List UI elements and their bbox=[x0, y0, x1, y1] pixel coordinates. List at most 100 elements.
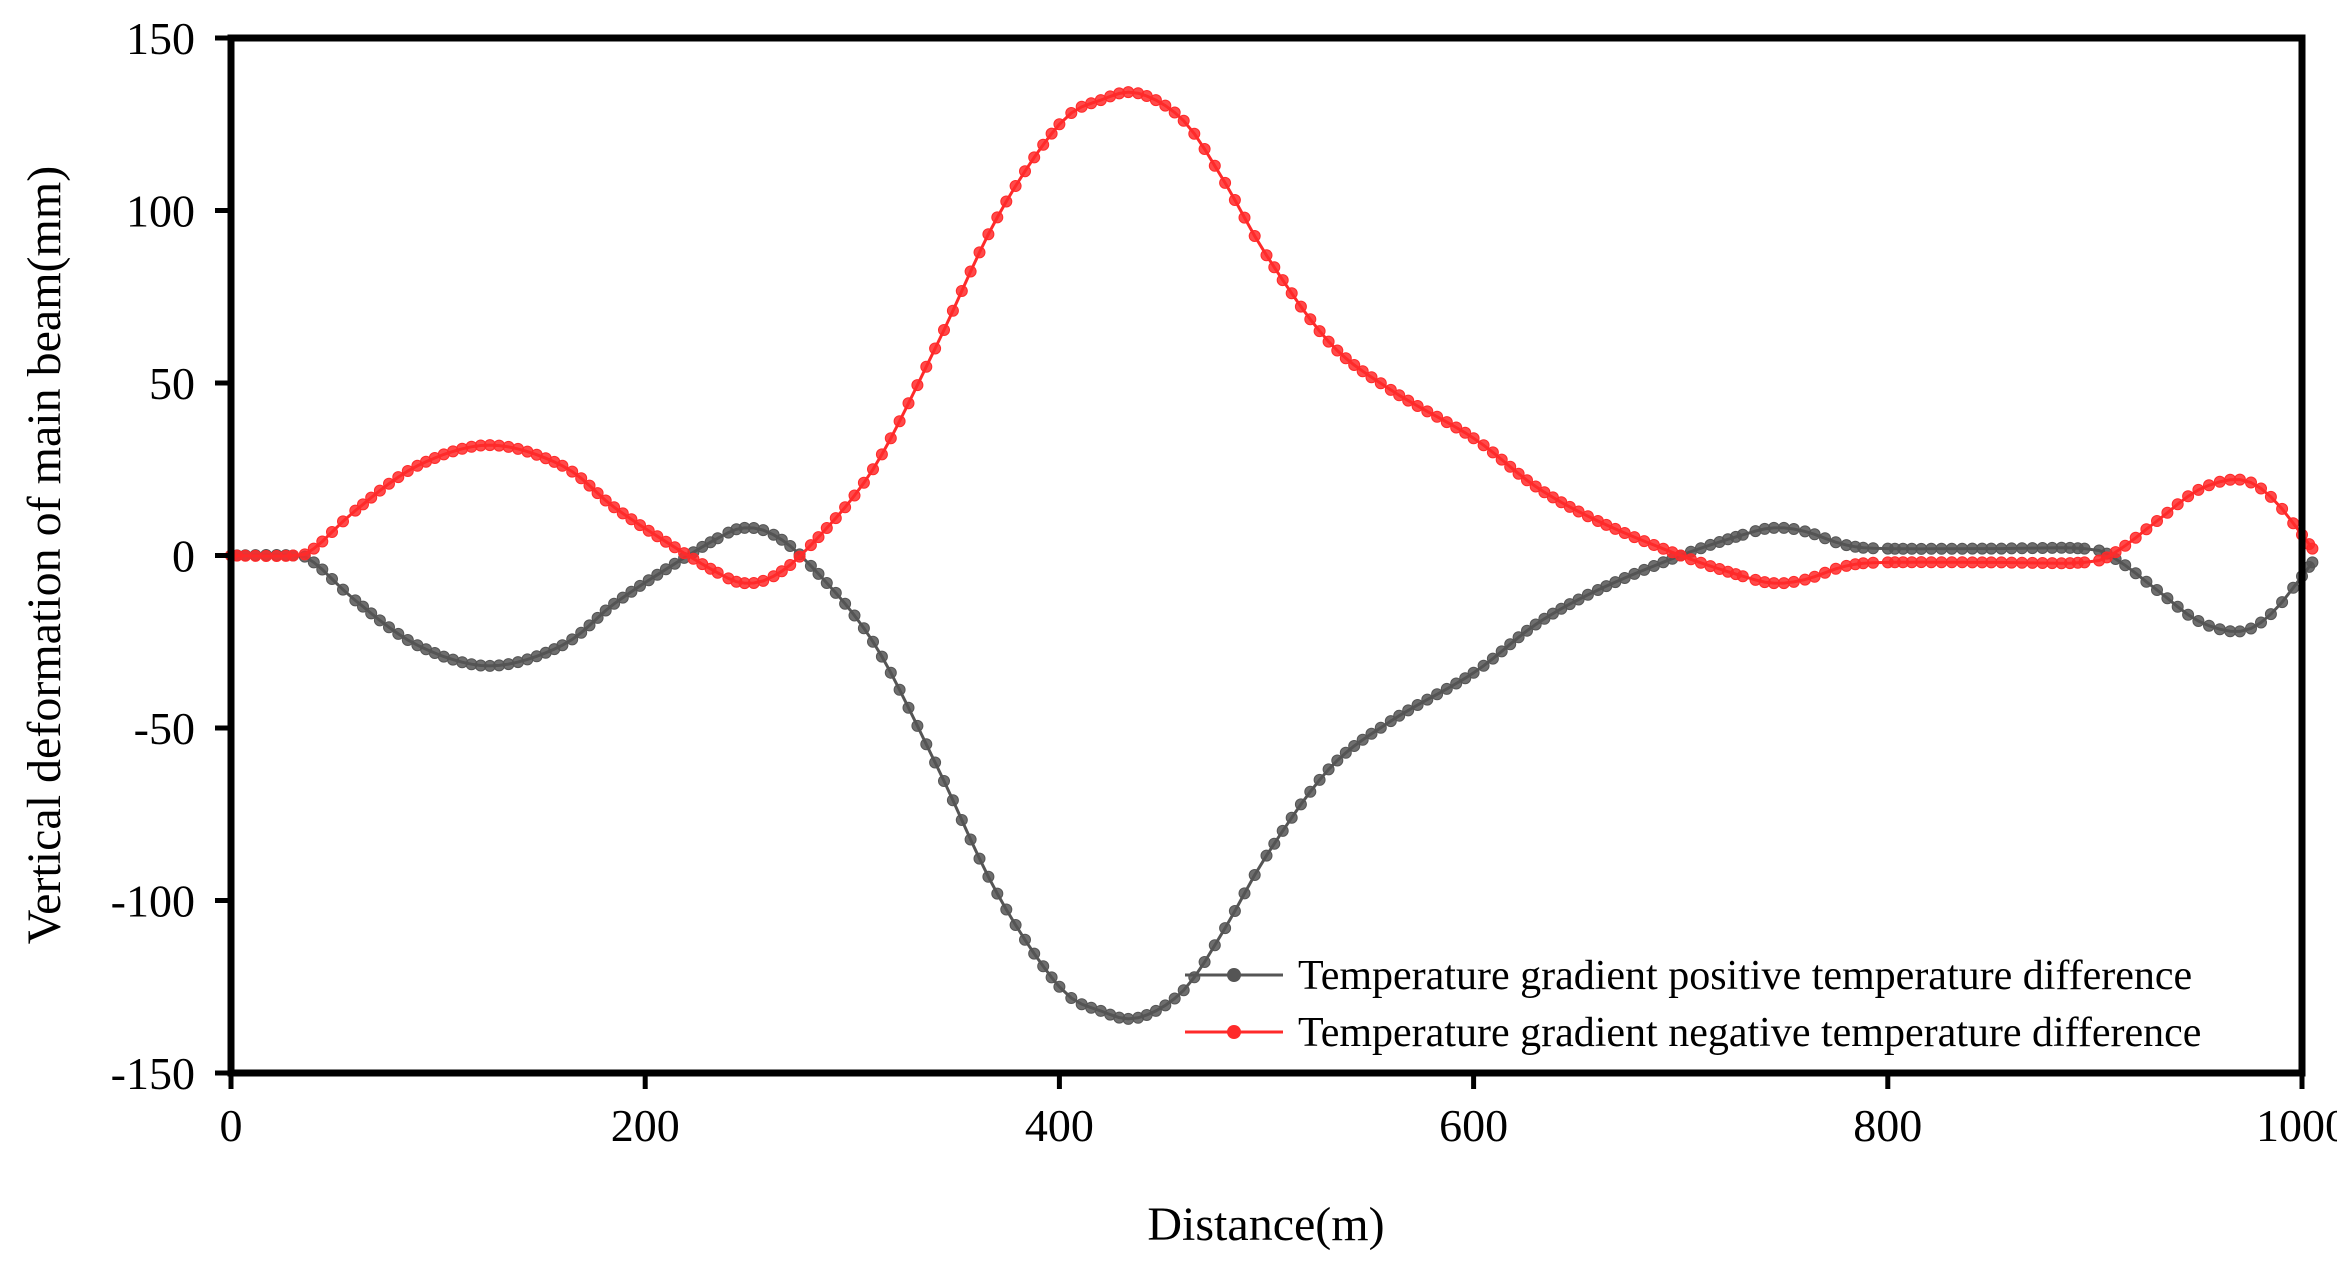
data-point bbox=[2129, 531, 2142, 544]
data-point bbox=[2005, 556, 2018, 569]
data-point bbox=[2213, 623, 2226, 636]
data-point bbox=[1331, 754, 1344, 767]
data-point bbox=[1581, 588, 1594, 601]
data-point bbox=[902, 701, 915, 714]
data-point bbox=[608, 501, 621, 514]
data-point bbox=[1285, 811, 1298, 824]
data-point bbox=[1867, 542, 1880, 555]
data-point bbox=[1365, 727, 1378, 740]
plot-frame bbox=[227, 34, 2306, 1077]
data-point bbox=[964, 265, 977, 278]
data-point bbox=[1028, 947, 1041, 960]
data-point bbox=[1339, 746, 1352, 759]
data-point bbox=[373, 484, 386, 497]
data-point bbox=[784, 559, 797, 571]
y-axis-ticks: -150 -100 -50 0 50 100 150 bbox=[111, 13, 231, 1099]
legend-label: Temperature gradient negative temperatur… bbox=[1298, 1010, 2201, 1056]
data-point bbox=[1177, 114, 1190, 127]
data-point bbox=[260, 550, 273, 562]
data-point bbox=[2026, 556, 2039, 569]
data-point bbox=[1808, 570, 1821, 583]
data-point bbox=[1777, 521, 1790, 534]
data-point bbox=[1045, 971, 1058, 984]
data-point bbox=[1313, 325, 1326, 338]
data-point bbox=[1260, 849, 1273, 862]
data-point bbox=[1294, 300, 1307, 313]
data-point bbox=[591, 487, 604, 500]
data-point bbox=[867, 463, 879, 476]
data-point bbox=[392, 471, 405, 484]
data-point bbox=[651, 530, 664, 543]
data-point bbox=[1248, 869, 1261, 881]
data-point bbox=[1572, 505, 1585, 518]
data-point bbox=[2078, 542, 2091, 555]
data-point bbox=[1459, 672, 1472, 685]
x-tick-label: 0 bbox=[220, 1100, 243, 1151]
data-point bbox=[583, 619, 596, 632]
data-point bbox=[2306, 542, 2319, 555]
y-tick-label: -150 bbox=[111, 1048, 195, 1099]
data-point bbox=[1421, 405, 1434, 418]
data-point bbox=[591, 611, 604, 624]
data-point bbox=[678, 547, 691, 560]
y-tick-label: 150 bbox=[126, 13, 195, 64]
data-point bbox=[2140, 523, 2153, 536]
data-point bbox=[839, 597, 852, 610]
data-point bbox=[991, 211, 1004, 224]
data-point bbox=[307, 556, 320, 569]
data-point bbox=[642, 574, 655, 587]
data-point bbox=[1985, 556, 1998, 569]
x-tick-label: 800 bbox=[1853, 1100, 1922, 1151]
data-point bbox=[556, 459, 569, 472]
data-point bbox=[902, 397, 915, 410]
data-point bbox=[1268, 837, 1281, 850]
data-point bbox=[1767, 577, 1780, 590]
data-point bbox=[2078, 556, 2091, 569]
data-point bbox=[1504, 460, 1517, 473]
data-point bbox=[2171, 498, 2184, 511]
data-point bbox=[2245, 476, 2257, 489]
data-point bbox=[2264, 490, 2277, 503]
data-point bbox=[1276, 274, 1289, 287]
data-point bbox=[1304, 785, 1317, 798]
data-point bbox=[920, 738, 933, 751]
data-point bbox=[848, 489, 861, 502]
data-point bbox=[357, 600, 369, 613]
data-point bbox=[848, 609, 861, 622]
data-point bbox=[383, 477, 395, 490]
data-point bbox=[625, 513, 638, 526]
data-point bbox=[2264, 608, 2277, 621]
data-point bbox=[1402, 704, 1415, 717]
data-point bbox=[1276, 824, 1289, 837]
data-point bbox=[893, 683, 906, 696]
data-point bbox=[884, 666, 897, 679]
data-point bbox=[1356, 733, 1369, 746]
x-tick-label: 600 bbox=[1439, 1100, 1508, 1151]
data-point bbox=[973, 246, 986, 259]
data-point bbox=[820, 577, 833, 589]
x-axis-ticks: 0 200 400 600 800 1000 bbox=[220, 1073, 2337, 1151]
data-point bbox=[875, 650, 888, 663]
data-point bbox=[1572, 593, 1585, 606]
data-point bbox=[349, 594, 362, 607]
y-tick-label: 50 bbox=[149, 358, 195, 409]
data-point bbox=[1736, 528, 1749, 541]
data-point bbox=[1208, 939, 1221, 952]
data-point bbox=[1208, 159, 1221, 172]
legend-item: Temperature gradient positive temperatur… bbox=[1185, 953, 2192, 999]
x-tick-label: 1000 bbox=[2256, 1100, 2337, 1151]
data-point bbox=[298, 548, 311, 561]
data-point bbox=[1945, 542, 1958, 555]
data-point bbox=[1248, 230, 1261, 242]
x-axis-title: Distance(m) bbox=[1147, 1198, 1384, 1251]
data-point bbox=[711, 566, 724, 579]
data-point bbox=[1995, 556, 2008, 569]
legend-label: Temperature gradient positive temperatur… bbox=[1298, 953, 2192, 999]
data-point bbox=[616, 591, 629, 604]
data-point bbox=[1684, 553, 1697, 566]
data-point bbox=[2100, 551, 2113, 564]
data-point bbox=[946, 794, 959, 807]
data-point bbox=[357, 498, 369, 511]
data-point bbox=[955, 285, 968, 297]
data-point bbox=[1009, 180, 1022, 192]
